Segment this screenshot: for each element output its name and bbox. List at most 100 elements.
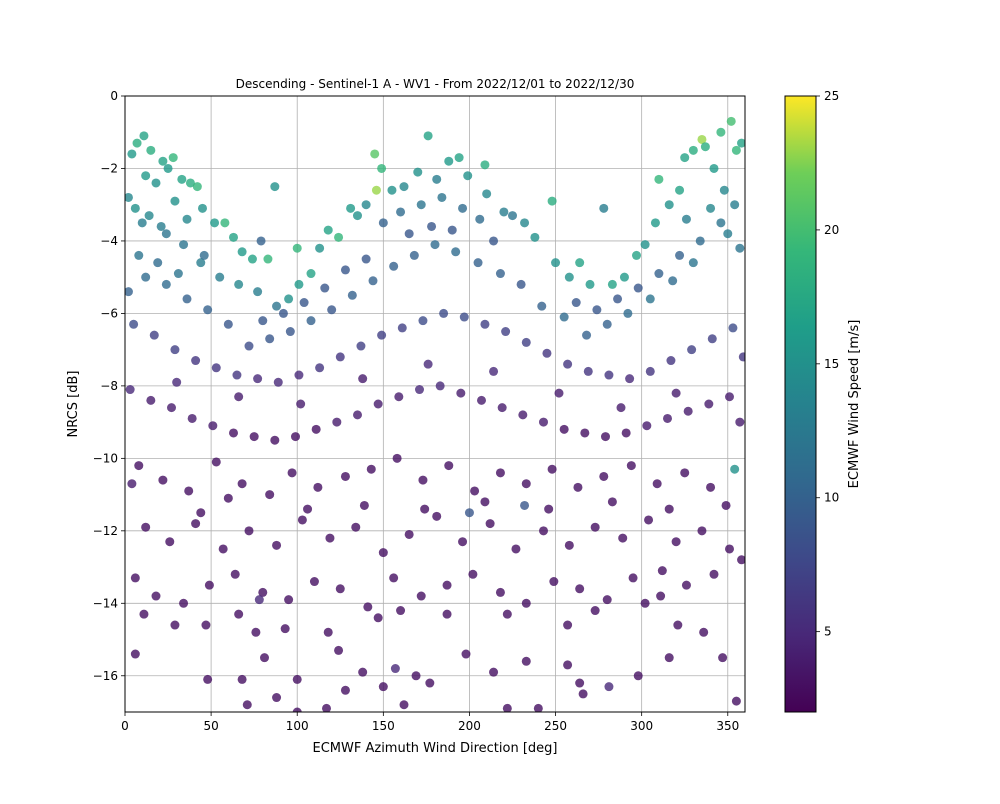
scatter-point xyxy=(654,174,664,184)
x-tick-label: 300 xyxy=(630,719,653,733)
scatter-point xyxy=(602,319,612,329)
scatter-point xyxy=(468,569,478,579)
scatter-point xyxy=(340,471,350,481)
scatter-point xyxy=(306,316,316,326)
scatter-point xyxy=(719,185,729,195)
scatter-point xyxy=(432,174,442,184)
scatter-point xyxy=(621,428,631,438)
scatter-point xyxy=(146,145,156,155)
scatter-point xyxy=(549,577,559,587)
scatter-point xyxy=(151,178,161,188)
scatter-point xyxy=(404,529,414,539)
scatter-point xyxy=(351,522,361,532)
scatter-point xyxy=(477,395,486,405)
scatter-point xyxy=(411,671,421,681)
scatter-point xyxy=(642,421,652,431)
scatter-point xyxy=(232,370,242,380)
scatter-point xyxy=(688,258,698,268)
scatter-point xyxy=(201,620,211,630)
scatter-point xyxy=(327,305,337,315)
scatter-point xyxy=(325,533,335,543)
scatter-point xyxy=(618,533,628,543)
scatter-point xyxy=(161,229,171,239)
colorbar-label: ECMWF Wind Speed [m/s] xyxy=(847,320,862,489)
scatter-point xyxy=(297,515,307,525)
scatter-point xyxy=(249,432,259,442)
scatter-point xyxy=(315,243,325,253)
scatter-point xyxy=(730,464,740,474)
scatter-point xyxy=(272,693,282,703)
scatter-point xyxy=(163,163,173,173)
scatter-point xyxy=(184,486,194,496)
scatter-point xyxy=(263,254,273,264)
scatter-point xyxy=(280,624,290,634)
scatter-point xyxy=(619,272,629,282)
scatter-point xyxy=(656,591,666,601)
scatter-point xyxy=(404,229,414,239)
scatter-point xyxy=(320,283,330,293)
scatter-point xyxy=(551,258,561,268)
scatter-point xyxy=(700,142,710,152)
scatter-point xyxy=(564,272,574,282)
scatter-point xyxy=(539,417,548,427)
scatter-point xyxy=(731,145,741,155)
scatter-point xyxy=(628,573,638,583)
scatter-point xyxy=(253,374,263,384)
scatter-point xyxy=(626,461,636,471)
scatter-point xyxy=(590,606,600,616)
scatter-point xyxy=(234,279,244,289)
scatter-point xyxy=(461,649,471,659)
scatter-point xyxy=(726,116,736,126)
scatter-point xyxy=(442,580,452,590)
scatter-point xyxy=(547,464,557,474)
scatter-point xyxy=(229,232,238,242)
scatter-point xyxy=(287,468,297,478)
scatter-point xyxy=(633,283,643,293)
scatter-point xyxy=(134,250,144,260)
scatter-point xyxy=(234,609,244,619)
scatter-point xyxy=(521,656,531,666)
scatter-point xyxy=(215,272,225,282)
scatter-point xyxy=(640,240,650,250)
scatter-point xyxy=(292,243,302,253)
colorbar-tick-label: 15 xyxy=(824,357,839,371)
scatter-point xyxy=(356,341,366,351)
scatter-point xyxy=(439,308,449,318)
scatter-point xyxy=(251,627,261,637)
scatter-point xyxy=(454,153,464,163)
x-tick-label: 200 xyxy=(458,719,481,733)
y-tick-label: −12 xyxy=(93,524,118,538)
scatter-point xyxy=(680,153,690,163)
scatter-point xyxy=(156,221,166,231)
scatter-point xyxy=(725,544,734,554)
scatter-point xyxy=(456,388,466,398)
scatter-point xyxy=(663,413,672,423)
x-axis-ticks: 0 50 100 150 200 250 300 350 xyxy=(121,712,739,733)
scatter-point xyxy=(607,497,617,507)
scatter-point xyxy=(237,674,247,684)
scatter-point xyxy=(447,225,457,235)
scatter-point xyxy=(340,685,350,695)
scatter-point xyxy=(673,620,683,630)
scatter-point xyxy=(640,598,650,608)
scatter-point xyxy=(583,366,593,376)
x-axis-label: ECMWF Azimuth Wind Direction [deg] xyxy=(313,741,558,756)
scatter-point xyxy=(177,174,187,184)
scatter-point xyxy=(671,388,681,398)
scatter-point xyxy=(210,218,220,228)
scatter-point xyxy=(697,526,707,536)
scatter-point xyxy=(237,247,247,257)
scatter-point xyxy=(125,385,135,395)
scatter-point xyxy=(359,500,369,510)
scatter-point xyxy=(265,334,275,344)
scatter-point xyxy=(179,598,189,608)
scatter-point xyxy=(358,374,368,384)
scatter-point xyxy=(645,294,655,304)
scatter-point xyxy=(518,410,528,420)
scatter-point xyxy=(563,359,573,369)
scatter-point xyxy=(709,569,719,579)
scatter-point xyxy=(616,403,626,413)
scatter-point xyxy=(664,200,674,210)
plot-frame xyxy=(124,95,746,713)
scatter-point xyxy=(230,569,240,579)
